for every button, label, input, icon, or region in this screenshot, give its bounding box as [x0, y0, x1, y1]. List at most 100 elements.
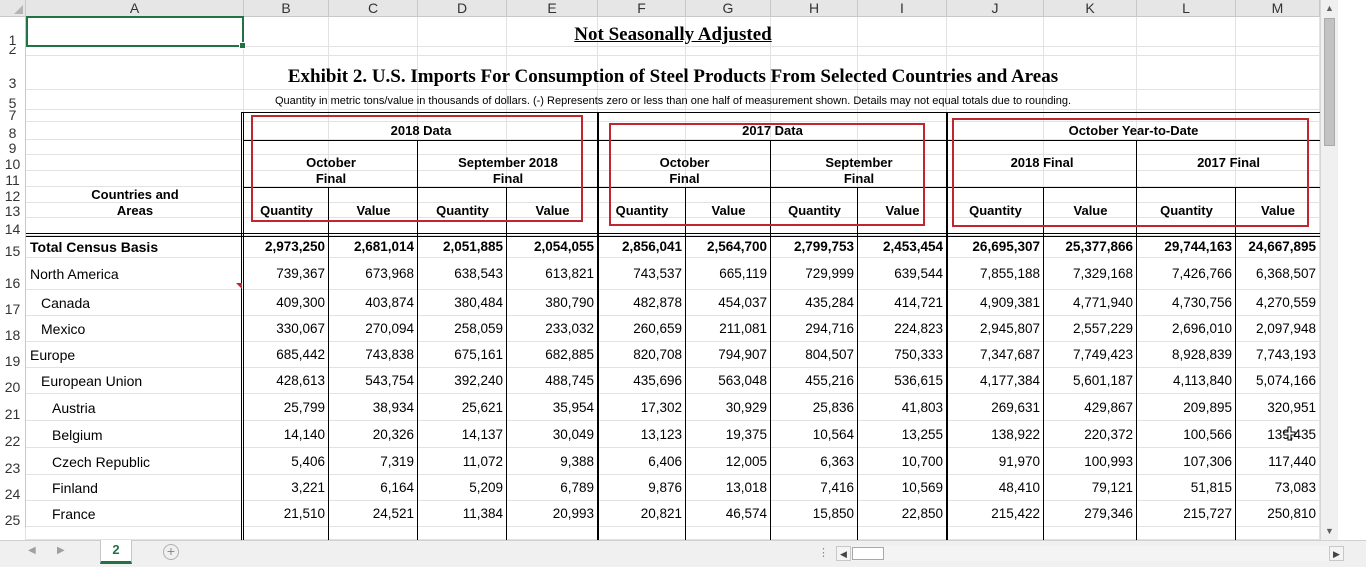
oct-2017-header-1: October: [659, 155, 710, 170]
row-header-24[interactable]: 24: [0, 475, 26, 501]
gridline-h: [26, 447, 1320, 448]
worksheet-grid[interactable]: A B C D E F G H I J K L M 1 2 3 5 7 8 9 10 11 12 13 14 15 16 17 18 19…: [0, 0, 1320, 540]
row-header-19[interactable]: 19: [0, 342, 26, 368]
data-cell: 3,221: [291, 480, 325, 495]
scroll-left-arrow-icon[interactable]: ◀: [836, 546, 851, 561]
data-cell: 2,054,055: [533, 239, 594, 254]
value-header: Value: [1073, 203, 1108, 218]
data-cell: 21,510: [283, 506, 325, 521]
row-number: 25: [4, 512, 21, 527]
vertical-scroll-thumb[interactable]: [1324, 18, 1335, 146]
data-cell: 409,300: [276, 295, 325, 310]
row-header-5[interactable]: 5: [0, 90, 26, 110]
column-header-F[interactable]: F: [598, 0, 686, 17]
scroll-right-arrow-icon[interactable]: ▶: [1329, 546, 1344, 561]
data-cell: 673,968: [365, 266, 414, 281]
quantity-header: Quantity: [969, 203, 1022, 218]
quantity-header: Quantity: [615, 203, 669, 218]
row-header-13[interactable]: 13: [0, 203, 26, 218]
row-header-21[interactable]: 21: [0, 394, 26, 421]
data-cell: 11,384: [462, 506, 503, 521]
horizontal-scrollbar[interactable]: ◀ ▶: [836, 546, 1344, 561]
data-cell: 5,601,187: [1072, 373, 1133, 388]
row-header-15[interactable]: 15: [0, 236, 26, 258]
row-number: 10: [4, 156, 21, 171]
row-number: 14: [4, 221, 21, 236]
data-cell: 685,442: [276, 347, 325, 362]
selected-cell-A1[interactable]: [26, 16, 246, 49]
sep-2017-header-2: Final: [843, 171, 875, 186]
data-cell: 804,507: [805, 347, 854, 362]
data-cell: 73,083: [1274, 480, 1316, 495]
data-cell: 13,255: [901, 426, 943, 442]
column-header-H[interactable]: H: [771, 0, 858, 17]
value-header: Value: [356, 203, 391, 218]
data-cell: 743,537: [633, 266, 682, 281]
data-cell: 729,999: [805, 266, 854, 281]
annotation-box-ytd: [952, 118, 1309, 227]
row-header-2[interactable]: 2: [0, 47, 26, 56]
next-sheet-icon[interactable]: ▶: [57, 545, 65, 556]
row-header-25[interactable]: 25: [0, 501, 26, 527]
data-cell: 435,696: [633, 373, 682, 388]
column-header-C[interactable]: C: [329, 0, 418, 17]
column-header-K[interactable]: K: [1044, 0, 1137, 17]
data-cell: 17,302: [640, 399, 682, 415]
row-number: 21: [4, 406, 21, 421]
row-header-16[interactable]: 16: [0, 258, 26, 290]
row-header-20[interactable]: 20: [0, 368, 26, 394]
group-2018-header: 2018 Data: [390, 123, 452, 138]
border-line: [243, 112, 244, 540]
data-cell: 454,037: [718, 295, 767, 310]
row-header-23[interactable]: 23: [0, 448, 26, 475]
row-header-12[interactable]: 12: [0, 187, 26, 203]
column-header-I[interactable]: I: [858, 0, 947, 17]
column-header-J[interactable]: J: [947, 0, 1044, 17]
row-header-11[interactable]: 11: [0, 171, 26, 187]
row-header-3[interactable]: 3: [0, 56, 26, 90]
gridline-h: [26, 393, 1320, 394]
prev-sheet-icon[interactable]: ◀: [28, 545, 36, 556]
row-header-14[interactable]: 14: [0, 218, 26, 236]
row-header-9[interactable]: 9: [0, 140, 26, 155]
row-header-8[interactable]: 8: [0, 122, 26, 140]
column-header-D[interactable]: D: [418, 0, 507, 17]
data-cell: 41,803: [901, 399, 943, 415]
add-sheet-button[interactable]: +: [163, 544, 179, 560]
column-header-G[interactable]: G: [686, 0, 771, 17]
column-header-B[interactable]: B: [244, 0, 329, 17]
row-header-22[interactable]: 22: [0, 421, 26, 448]
data-cell: 543,754: [365, 373, 414, 388]
vertical-scrollbar[interactable]: ▲ ▼: [1320, 0, 1338, 540]
row-header-7[interactable]: 7: [0, 110, 26, 122]
split-handle-icon[interactable]: ⋮: [818, 547, 829, 559]
border-line: [241, 112, 242, 540]
select-all-corner[interactable]: [0, 0, 26, 17]
data-cell: 6,789: [560, 480, 594, 495]
row-header-17[interactable]: 17: [0, 290, 26, 316]
column-header-E[interactable]: E: [507, 0, 598, 17]
row-header-1[interactable]: 1: [0, 17, 26, 47]
gridline-h: [26, 526, 1320, 527]
data-cell: 258,059: [454, 321, 503, 336]
gridline-h: [26, 539, 1320, 540]
gridline-h: [26, 235, 1320, 236]
border-line: [770, 140, 771, 540]
scroll-up-arrow-icon[interactable]: ▲: [1325, 3, 1334, 13]
gridline-v: [1319, 17, 1320, 540]
column-header-A[interactable]: A: [26, 0, 244, 17]
data-cell: 250,810: [1267, 506, 1316, 521]
horizontal-scroll-thumb[interactable]: [852, 547, 884, 560]
data-cell: 270,094: [365, 321, 414, 336]
data-cell: 30,049: [552, 426, 594, 442]
scroll-down-arrow-icon[interactable]: ▼: [1325, 526, 1334, 536]
column-header-M[interactable]: M: [1236, 0, 1320, 17]
row-header-10[interactable]: 10: [0, 155, 26, 171]
data-cell: 435,284: [805, 295, 854, 310]
row-number: 19: [4, 353, 21, 368]
row-header-18[interactable]: 18: [0, 316, 26, 342]
sheet-tab-2[interactable]: 2: [100, 540, 132, 564]
column-header-L[interactable]: L: [1137, 0, 1236, 17]
data-cell: 20,993: [552, 506, 594, 521]
gridline-h: [26, 46, 1320, 47]
